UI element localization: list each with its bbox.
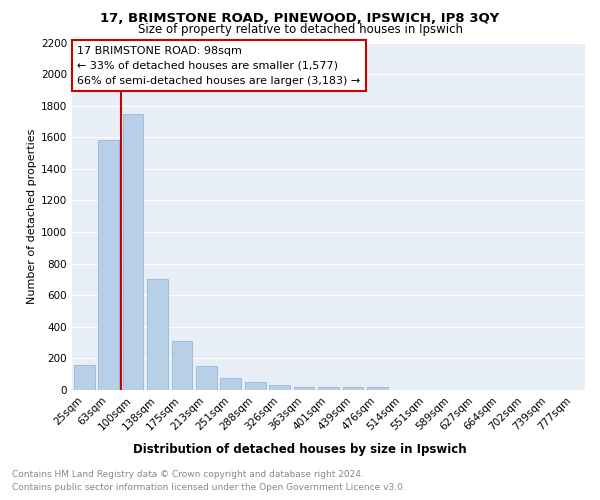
Text: Distribution of detached houses by size in Ipswich: Distribution of detached houses by size … bbox=[133, 442, 467, 456]
Bar bbox=[220, 378, 241, 390]
Text: Size of property relative to detached houses in Ipswich: Size of property relative to detached ho… bbox=[137, 22, 463, 36]
Bar bbox=[318, 387, 339, 390]
Bar bbox=[122, 114, 143, 390]
Bar bbox=[74, 364, 95, 390]
Bar bbox=[367, 387, 388, 390]
Text: Contains public sector information licensed under the Open Government Licence v3: Contains public sector information licen… bbox=[12, 482, 406, 492]
Text: 17, BRIMSTONE ROAD, PINEWOOD, IPSWICH, IP8 3QY: 17, BRIMSTONE ROAD, PINEWOOD, IPSWICH, I… bbox=[100, 12, 500, 26]
Bar bbox=[293, 387, 314, 390]
Bar bbox=[147, 280, 168, 390]
Text: 17 BRIMSTONE ROAD: 98sqm
← 33% of detached houses are smaller (1,577)
66% of sem: 17 BRIMSTONE ROAD: 98sqm ← 33% of detach… bbox=[77, 46, 361, 86]
Bar bbox=[98, 140, 119, 390]
Bar bbox=[343, 387, 364, 390]
Text: Contains HM Land Registry data © Crown copyright and database right 2024.: Contains HM Land Registry data © Crown c… bbox=[12, 470, 364, 479]
Bar bbox=[196, 366, 217, 390]
Bar bbox=[245, 382, 266, 390]
Bar bbox=[269, 386, 290, 390]
Y-axis label: Number of detached properties: Number of detached properties bbox=[27, 128, 37, 304]
Bar bbox=[172, 341, 193, 390]
